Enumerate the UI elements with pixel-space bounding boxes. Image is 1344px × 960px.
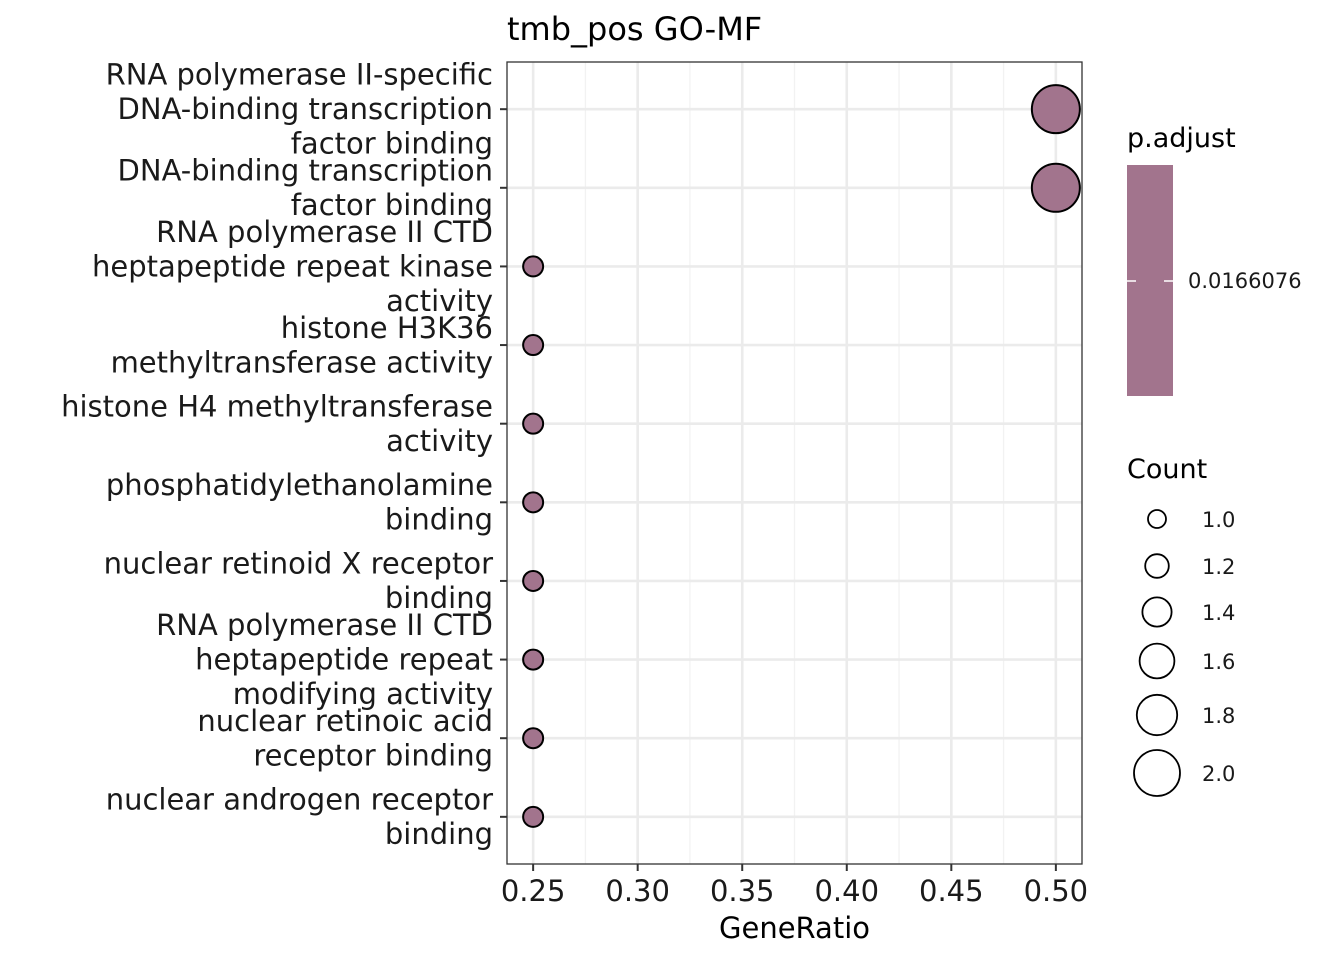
minor-gridlines [584, 62, 1005, 864]
x-tick-label: 0.30 [605, 874, 670, 908]
data-point [522, 727, 545, 750]
count-legend-label: 1.2 [1202, 555, 1235, 579]
count-legend-label: 1.4 [1202, 601, 1235, 625]
y-tick-label: RNA polymerase II CTD heptapeptide repeat… [92, 215, 493, 318]
count-legend-title: Count [1127, 454, 1207, 485]
count-legend-circle [1147, 509, 1167, 529]
data-point [522, 255, 545, 278]
count-legend-label: 2.0 [1202, 762, 1235, 786]
y-tick-label: nuclear androgen receptor binding [106, 783, 493, 852]
count-legend-label: 1.0 [1202, 508, 1235, 532]
data-point [522, 569, 545, 592]
data-point [1030, 162, 1081, 213]
data-point [522, 334, 545, 357]
x-tick-label: 0.40 [814, 874, 879, 908]
y-tick-label: phosphatidylethanolamine binding [106, 468, 493, 537]
y-tick-label: histone H3K36 methyltransferase activity [111, 311, 493, 380]
chart-title: tmb_pos GO-MF [507, 10, 762, 48]
y-tick-label: RNA polymerase II-specific DNA-binding tr… [106, 58, 493, 161]
count-legend-circle [1133, 749, 1181, 797]
data-point [522, 805, 545, 828]
y-tick-label: nuclear retinoic acid receptor binding [197, 704, 493, 773]
major-gridlines-y [507, 107, 1082, 819]
y-tick-label: histone H4 methyltransferase activity [61, 389, 493, 458]
data-points [522, 84, 1081, 828]
data-point [522, 491, 545, 514]
data-point [522, 412, 545, 435]
count-legend-circle [1144, 553, 1170, 579]
count-legend: Count 1.0 1.2 1.4 1.6 1.8 2.0 [1127, 454, 1235, 797]
x-axis-label: GeneRatio [719, 911, 870, 945]
count-legend-circle [1138, 642, 1176, 680]
p-adjust-legend: p.adjust 0.0166076 [1127, 123, 1302, 396]
x-tick-label: 0.50 [1024, 874, 1089, 908]
x-tick-label: 0.45 [919, 874, 984, 908]
panel-border [506, 61, 1083, 865]
count-legend-circle [1135, 693, 1179, 737]
y-axis: RNA polymerase II-specific DNA-binding tr… [61, 58, 507, 851]
x-tick-label: 0.35 [710, 874, 775, 908]
p-adjust-legend-title: p.adjust [1127, 123, 1236, 154]
x-axis: 0.25 0.30 0.35 0.40 0.45 0.50 [501, 864, 1088, 908]
y-tick-label: nuclear retinoid X receptor binding [104, 547, 493, 616]
x-tick-label: 0.25 [501, 874, 566, 908]
p-adjust-legend-label: 0.0166076 [1188, 269, 1302, 293]
count-legend-label: 1.6 [1202, 650, 1235, 674]
count-legend-circle [1141, 596, 1173, 628]
data-point [522, 648, 545, 671]
count-legend-label: 1.8 [1202, 704, 1235, 728]
y-tick-label: RNA polymerase II CTD heptapeptide repeat… [156, 608, 493, 711]
y-tick-label: DNA-binding transcription factor binding [118, 154, 493, 223]
data-point [1030, 84, 1081, 135]
